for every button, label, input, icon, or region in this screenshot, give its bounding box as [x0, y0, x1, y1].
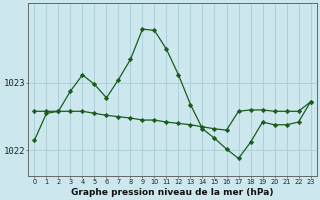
X-axis label: Graphe pression niveau de la mer (hPa): Graphe pression niveau de la mer (hPa)	[71, 188, 274, 197]
